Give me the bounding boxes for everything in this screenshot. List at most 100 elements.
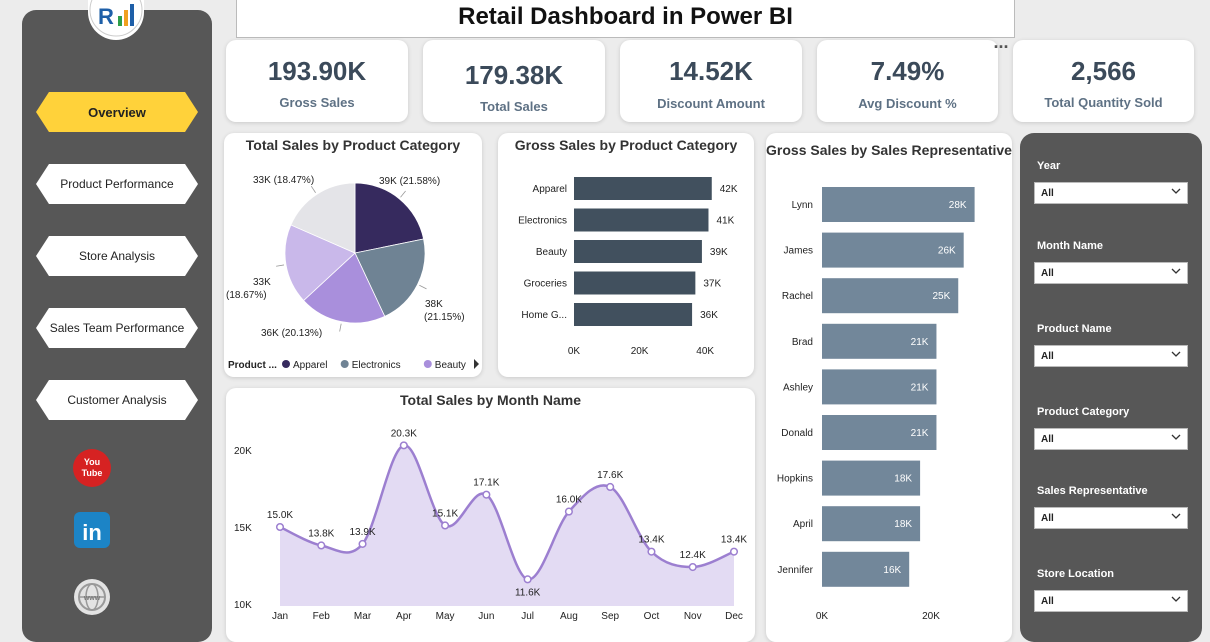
category-bar-chart: Apparel 42K Electronics 41K Beauty 39K Groceri… xyxy=(518,177,738,357)
legend-next-icon xyxy=(474,359,479,369)
nav-store-analysis-button[interactable]: Store Analysis xyxy=(36,236,198,276)
legend-title: Product ... xyxy=(228,360,277,371)
legend-entry: Electronics xyxy=(352,360,401,371)
point-value-label: 13.4K xyxy=(721,535,747,546)
pie-leader-line xyxy=(310,185,316,193)
svg-text:www: www xyxy=(83,595,101,602)
chevron-down-icon xyxy=(1171,351,1181,357)
filter-label: Store Location xyxy=(1037,568,1115,580)
data-point xyxy=(275,522,285,532)
nav-overview-button[interactable]: Overview xyxy=(36,92,198,132)
kpi-card-avg-discount: 7.49% Avg Discount % xyxy=(817,40,998,122)
bar xyxy=(822,278,959,314)
point-value-label: 13.8K xyxy=(308,528,334,539)
pie-slice xyxy=(303,252,386,324)
filter-label: Product Name xyxy=(1037,323,1112,335)
bar-value-label: 18K xyxy=(894,519,912,530)
filter-dropdown-year[interactable]: All xyxy=(1034,182,1188,204)
month-area-chart: 15.0K Jan 13.8K Feb 13.9K Mar 20.3K Apr 15.1K May… xyxy=(234,428,747,622)
legend-marker xyxy=(282,360,290,368)
bar xyxy=(822,415,937,450)
bar-value-label: 21K xyxy=(911,382,929,393)
category-bar-chart-panel: Gross Sales by Product Category Apparel 4… xyxy=(498,133,754,377)
bar-value-label: 18K xyxy=(894,474,912,485)
filter-dropdown-product-category[interactable]: All xyxy=(1034,428,1188,450)
x-tick-label: Aug xyxy=(560,611,578,622)
pie-data-label: 36K (20.13%) xyxy=(261,328,322,339)
kpi-label: Total Sales xyxy=(480,99,548,114)
kpi-card-total-sales: 179.38K Total Sales xyxy=(423,40,605,122)
category-label: Home G... xyxy=(521,310,567,321)
youtube-icon[interactable]: You Tube xyxy=(72,448,112,488)
filter-dropdown-store-location[interactable]: All xyxy=(1034,590,1188,612)
kpi-label: Total Quantity Sold xyxy=(1044,95,1163,110)
point-value-label: 13.9K xyxy=(349,527,375,538)
data-point xyxy=(647,547,656,556)
x-tick-label: May xyxy=(436,611,455,622)
filter-dropdown-month-name[interactable]: All xyxy=(1034,262,1188,284)
dropdown-value: All xyxy=(1041,596,1054,607)
more-options-button[interactable]: ... xyxy=(993,32,1009,52)
pie-chart: 39K (21.58%) 38K (21.15%) 36K (20.13%) 33K (1… xyxy=(226,175,479,371)
x-tick-label: Nov xyxy=(684,611,702,622)
bar-value-label: 36K xyxy=(700,310,718,321)
data-point xyxy=(606,482,615,492)
bar-value-label: 25K xyxy=(932,291,950,302)
bar-value-label: 16K xyxy=(883,565,901,576)
point-value-label: 13.4K xyxy=(638,535,664,546)
nav-sales-team-performance-button[interactable]: Sales Team Performance xyxy=(36,308,198,348)
pie-data-label: 39K (21.58%) xyxy=(379,176,440,187)
linkedin-icon[interactable]: in xyxy=(72,510,112,550)
data-point xyxy=(688,562,697,572)
category-label: Lynn xyxy=(792,200,813,211)
nav-product-performance-button[interactable]: Product Performance xyxy=(36,164,198,204)
point-value-label: 16.0K xyxy=(556,495,582,506)
pie-leader-line xyxy=(276,264,285,267)
pie-slice xyxy=(354,182,425,254)
kpi-label: Avg Discount % xyxy=(858,96,957,111)
chevron-down-icon xyxy=(1171,513,1181,519)
kpi-card-total-quantity: 2,566 Total Quantity Sold xyxy=(1013,40,1194,122)
pie-chart-panel: Total Sales by Product Category 39K (21.… xyxy=(224,133,482,377)
nav-customer-analysis-button[interactable]: Customer Analysis xyxy=(36,380,198,420)
x-tick-label: Jan xyxy=(272,611,288,622)
x-tick-label: Feb xyxy=(313,611,331,622)
bar-value-label: 37K xyxy=(703,279,721,290)
data-point xyxy=(441,521,450,530)
bar xyxy=(822,551,910,587)
legend-entry: Beauty xyxy=(435,360,466,371)
pie-slice xyxy=(290,182,356,254)
y-tick-label: 20K xyxy=(234,446,252,457)
globe-icon[interactable]: www xyxy=(72,577,112,617)
point-value-label: 17.1K xyxy=(473,478,499,489)
filter-panel xyxy=(1020,133,1202,642)
company-logo: R xyxy=(88,0,144,40)
chart-title: Total Sales by Month Name xyxy=(400,392,581,408)
chevron-down-icon xyxy=(1171,434,1181,440)
data-point xyxy=(564,507,573,516)
pie-leader-line xyxy=(419,284,427,290)
bar-value-label: 26K xyxy=(938,246,956,257)
category-label: Electronics xyxy=(518,216,567,227)
data-point xyxy=(482,490,491,499)
pie-leader-line xyxy=(339,323,342,332)
y-tick-label: 10K xyxy=(234,600,252,611)
filter-label: Product Category xyxy=(1037,406,1130,418)
bar xyxy=(822,187,975,222)
point-value-label: 11.6K xyxy=(515,587,541,598)
filter-dropdown-sales-representative[interactable]: All xyxy=(1034,507,1188,529)
kpi-card-gross-sales: 193.90K Gross Sales xyxy=(226,40,408,122)
category-label: April xyxy=(793,519,813,530)
chart-title: Gross Sales by Sales Representative xyxy=(766,142,1012,158)
x-tick-label: Jun xyxy=(478,611,494,622)
bar xyxy=(574,271,696,295)
x-tick-label: 20K xyxy=(631,346,649,357)
legend-marker xyxy=(340,360,349,368)
legend-entry: Apparel xyxy=(293,360,327,371)
bar xyxy=(822,369,937,405)
kpi-value: 193.90K xyxy=(267,56,367,86)
category-label: Rachel xyxy=(782,291,813,302)
x-tick-label: Oct xyxy=(644,611,660,622)
category-label: Hopkins xyxy=(777,474,813,485)
filter-dropdown-product-name[interactable]: All xyxy=(1034,345,1188,367)
